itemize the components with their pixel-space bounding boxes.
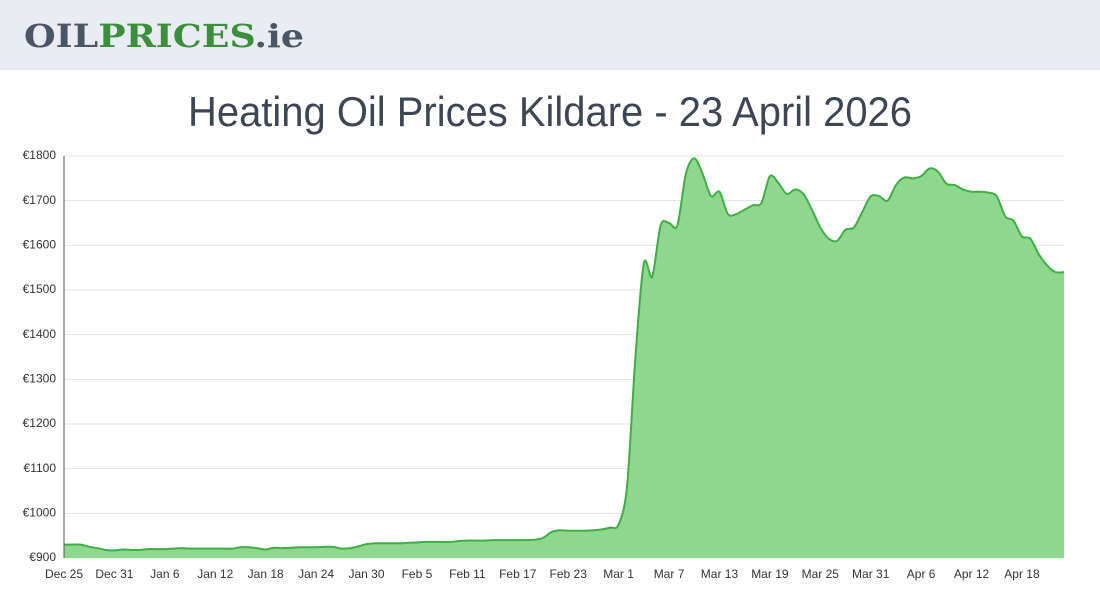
x-tick-label: Apr 6 [907,567,936,581]
x-tick-label: Jan 6 [150,567,180,581]
x-tick-label: Jan 12 [197,567,233,581]
x-tick-label: Feb 17 [499,567,537,581]
y-tick-label: €1600 [23,238,57,252]
x-tick-label: Feb 11 [449,567,486,581]
logo[interactable]: OIL PRICES .ie [24,17,304,55]
y-tick-label: €1700 [23,193,57,207]
x-tick-label: Jan 18 [248,567,284,581]
y-tick-label: €900 [29,550,56,564]
x-tick-label: Feb 5 [402,567,433,581]
y-tick-label: €1800 [23,148,57,162]
x-tick-label: Mar 13 [701,567,739,581]
y-tick-label: €1200 [23,416,57,430]
x-tick-label: Feb 23 [550,567,588,581]
x-tick-label: Jan 24 [298,567,334,581]
y-tick-label: €1000 [23,506,57,520]
x-tick-label: Dec 31 [95,567,133,581]
chart: €900 €1000 €1100 €1200 €1300 €1400 €1500 €1600 €… [23,148,1065,581]
chart-title: Heating Oil Prices Kildare - 23 April 20… [188,88,912,135]
price-line [64,157,1065,552]
y-tick-label: €1300 [23,372,57,386]
logo-part: OIL [24,17,98,55]
x-tick-label: Mar 19 [751,567,789,581]
x-tick-label: Dec 25 [45,567,83,581]
x-tick-label: Jan 30 [349,567,385,581]
x-tick-label: Mar 25 [802,567,840,581]
logo-part: PRICES [98,17,254,55]
y-tick-label: €1400 [23,327,57,341]
y-tick-label: €1100 [24,461,57,475]
x-tick-label: Apr 12 [954,567,990,581]
x-tick-label: Mar 31 [852,567,890,581]
area-fill [64,158,1064,558]
logo-part: .ie [254,17,304,55]
x-tick-label: Apr 18 [1004,567,1040,581]
x-tick-label: Mar 1 [603,567,634,581]
header-bar [0,0,1100,70]
y-tick-label: €1500 [23,282,57,296]
x-tick-label: Mar 7 [654,567,685,581]
